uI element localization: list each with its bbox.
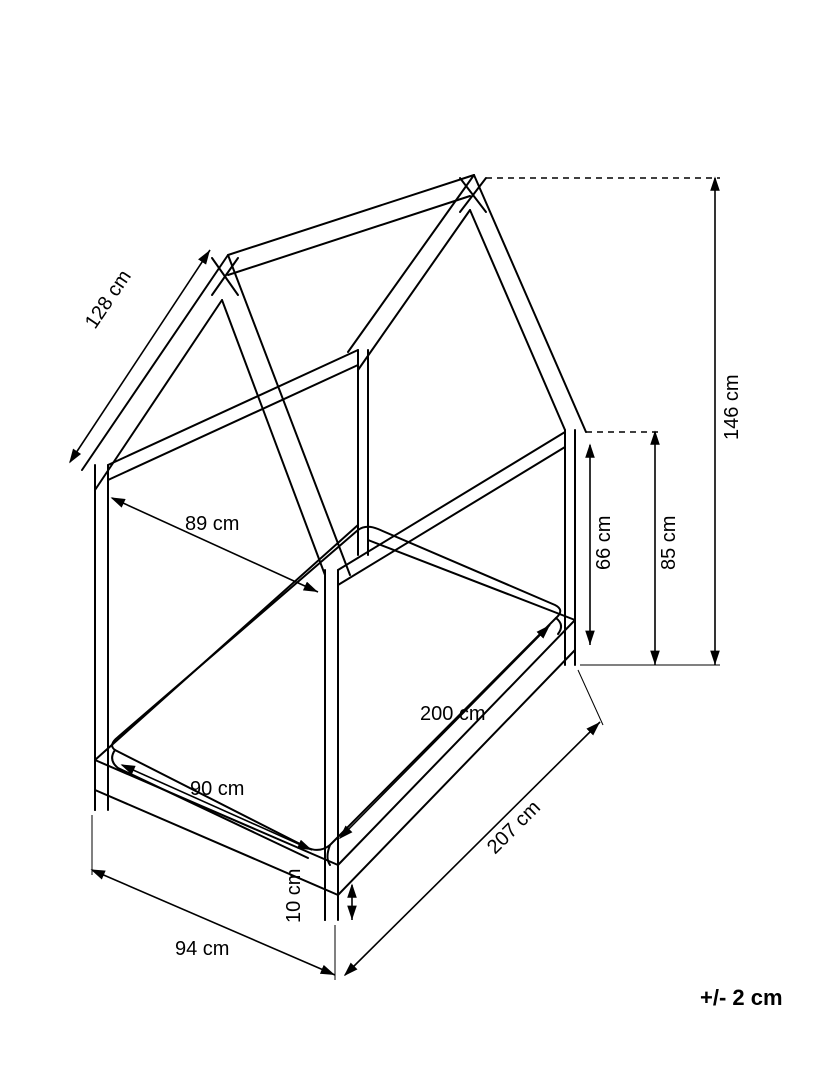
dim-roof-slope: 128 cm <box>81 266 136 333</box>
guide-lines <box>486 178 720 432</box>
dim-overall-h: 146 cm <box>721 374 743 440</box>
dim-outer-w: 94 cm <box>175 938 229 960</box>
dimension-diagram: 128 cm 89 cm 90 cm 200 cm 94 cm 207 cm 1… <box>0 0 830 1080</box>
dim-mid-h: 85 cm <box>658 516 680 570</box>
dim-mattress-l: 200 cm <box>420 703 486 725</box>
dim-outer-l: 207 cm <box>483 797 545 859</box>
tolerance-note: +/- 2 cm <box>700 985 783 1010</box>
dimensions: 128 cm 89 cm 90 cm 200 cm 94 cm 207 cm 1… <box>70 178 743 980</box>
dim-leg: 10 cm <box>283 869 305 923</box>
bed-frame <box>82 175 586 920</box>
dim-inner-top: 89 cm <box>185 513 239 535</box>
dim-post: 66 cm <box>593 516 615 570</box>
dim-mattress-w: 90 cm <box>190 778 244 800</box>
